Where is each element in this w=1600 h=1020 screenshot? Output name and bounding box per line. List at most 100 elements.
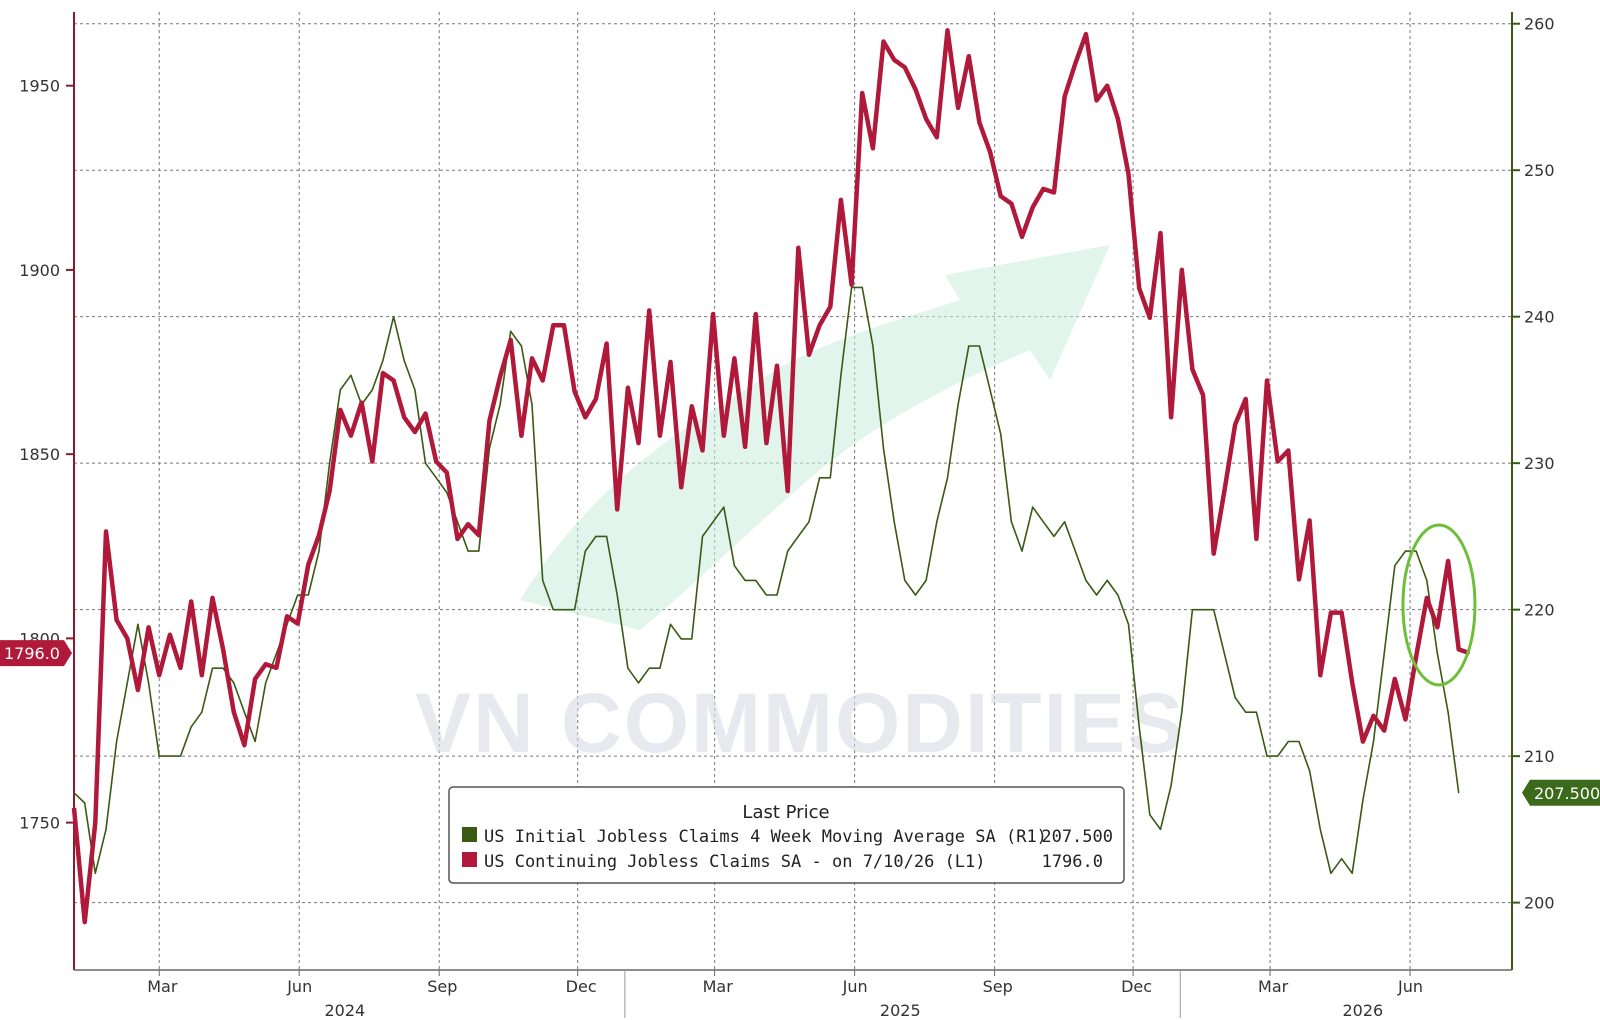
series-point-1-85	[989, 389, 991, 391]
right-tick-label-230: 230	[1524, 454, 1555, 473]
series-point-1-47	[584, 550, 586, 552]
series-point-1-15	[243, 711, 245, 713]
left-tick-label-1850: 1850	[19, 445, 60, 464]
series-point-1-105	[1202, 609, 1204, 611]
series-point-1-84	[978, 345, 981, 347]
series-point-1-68	[808, 521, 810, 523]
legend-label-continuing-claims: US Continuing Jobless Claims SA - on 7/1…	[484, 852, 986, 872]
right-tick-label-210: 210	[1524, 747, 1555, 766]
month-label-0: Mar	[147, 977, 178, 996]
month-label-2: Sep	[427, 977, 457, 996]
series-point-1-125	[1415, 550, 1417, 552]
series-point-1-23	[329, 462, 331, 464]
series-point-1-119	[1351, 872, 1353, 874]
right-tick-label-220: 220	[1524, 601, 1555, 620]
series-point-1-60	[723, 506, 725, 508]
series-point-1-117	[1330, 872, 1332, 874]
series-point-1-18	[275, 653, 277, 655]
series-point-1-2	[94, 872, 96, 874]
series-point-1-50	[616, 594, 618, 596]
left-last-value-tag	[0, 640, 72, 667]
series-point-1-8	[158, 755, 160, 757]
series-point-1-27	[371, 389, 373, 391]
series-point-1-3	[105, 828, 107, 831]
series-point-1-110	[1255, 711, 1257, 713]
series-point-1-21	[307, 594, 309, 596]
series-point-1-36	[467, 550, 469, 552]
month-label-8: Mar	[1258, 977, 1289, 996]
series-point-1-75	[882, 447, 885, 450]
series-point-1-53	[648, 667, 650, 669]
series-point-1-24	[339, 389, 341, 391]
series-point-1-5	[126, 682, 128, 684]
series-point-1-90	[1042, 521, 1044, 523]
series-point-1-55	[669, 623, 672, 625]
month-label-9: Jun	[1397, 977, 1423, 996]
series-point-1-102	[1170, 784, 1172, 787]
series-point-1-100	[1149, 814, 1151, 816]
series-point-1-81	[946, 477, 949, 479]
series-point-1-61	[733, 565, 736, 567]
series-point-1-120	[1362, 799, 1364, 801]
year-label-2024: 2024	[325, 1001, 366, 1020]
legend: Last Price US Initial Jobless Claims 4 W…	[448, 786, 1125, 884]
year-label-2026: 2026	[1343, 1001, 1384, 1020]
series-point-1-70	[829, 477, 831, 479]
series-point-1-52	[637, 682, 640, 684]
legend-title: Last Price	[742, 802, 829, 823]
series-point-1-16	[254, 740, 256, 743]
series-point-1-109	[1245, 711, 1247, 713]
series-point-1-11	[201, 711, 203, 713]
legend-swatch-initial-claims	[462, 827, 477, 842]
series-point-1-80	[936, 521, 938, 523]
series-point-1-129	[1458, 792, 1460, 794]
month-label-5: Jun	[842, 977, 868, 996]
highlight-circle	[1401, 523, 1477, 687]
series-point-1-86	[1000, 433, 1002, 435]
series-point-1-25	[350, 374, 352, 376]
series-point-1-121	[1372, 740, 1375, 743]
series-point-1-124	[1404, 550, 1407, 552]
series-point-1-66	[787, 550, 789, 552]
month-label-7: Dec	[1121, 977, 1152, 996]
series-point-1-71	[840, 374, 842, 376]
series-point-1-94	[1085, 579, 1087, 582]
year-label-2025: 2025	[880, 1001, 921, 1020]
legend-value-continuing-claims: 1796.0	[1042, 852, 1103, 872]
series-point-1-51	[627, 667, 629, 669]
series-point-1-73	[861, 286, 863, 288]
series-point-1-76	[893, 521, 895, 523]
series-point-1-44	[552, 609, 554, 611]
series-point-1-127	[1436, 653, 1438, 655]
series-point-1-93	[1074, 550, 1076, 552]
series-point-1-83	[968, 345, 970, 347]
series-point-1-116	[1319, 828, 1321, 831]
series-point-1-63	[755, 579, 757, 582]
series-line-continuing-claims	[71, 28, 1471, 925]
watermark-arrow	[520, 245, 1110, 630]
series-point-1-7	[148, 682, 150, 684]
series-point-1-108	[1234, 696, 1236, 699]
series-point-1-62	[744, 579, 746, 582]
series-point-1-28	[382, 360, 384, 362]
series-point-1-30	[403, 360, 405, 362]
series-point-1-12	[211, 667, 214, 669]
series-point-1-48	[595, 535, 597, 538]
series-point-1-37	[478, 550, 480, 552]
series-point-1-122	[1383, 653, 1385, 655]
series-point-1-104	[1191, 609, 1193, 611]
series-point-1-58	[701, 535, 704, 538]
series-point-1-67	[797, 535, 799, 538]
annotations: 1796.0 207.500	[0, 523, 1600, 806]
legend-swatch-continuing-claims	[462, 852, 477, 867]
series-point-1-35	[456, 521, 459, 523]
series-point-1-123	[1394, 565, 1396, 567]
series-point-1-106	[1213, 609, 1215, 611]
series-point-1-34	[446, 491, 448, 494]
series-point-1-33	[435, 477, 437, 479]
series-line-initial-claims	[73, 286, 1460, 875]
series-point-1-103	[1181, 711, 1183, 713]
series-point-1-54	[659, 667, 661, 669]
series-point-1-43	[542, 579, 544, 582]
series-point-1-39	[499, 404, 501, 406]
